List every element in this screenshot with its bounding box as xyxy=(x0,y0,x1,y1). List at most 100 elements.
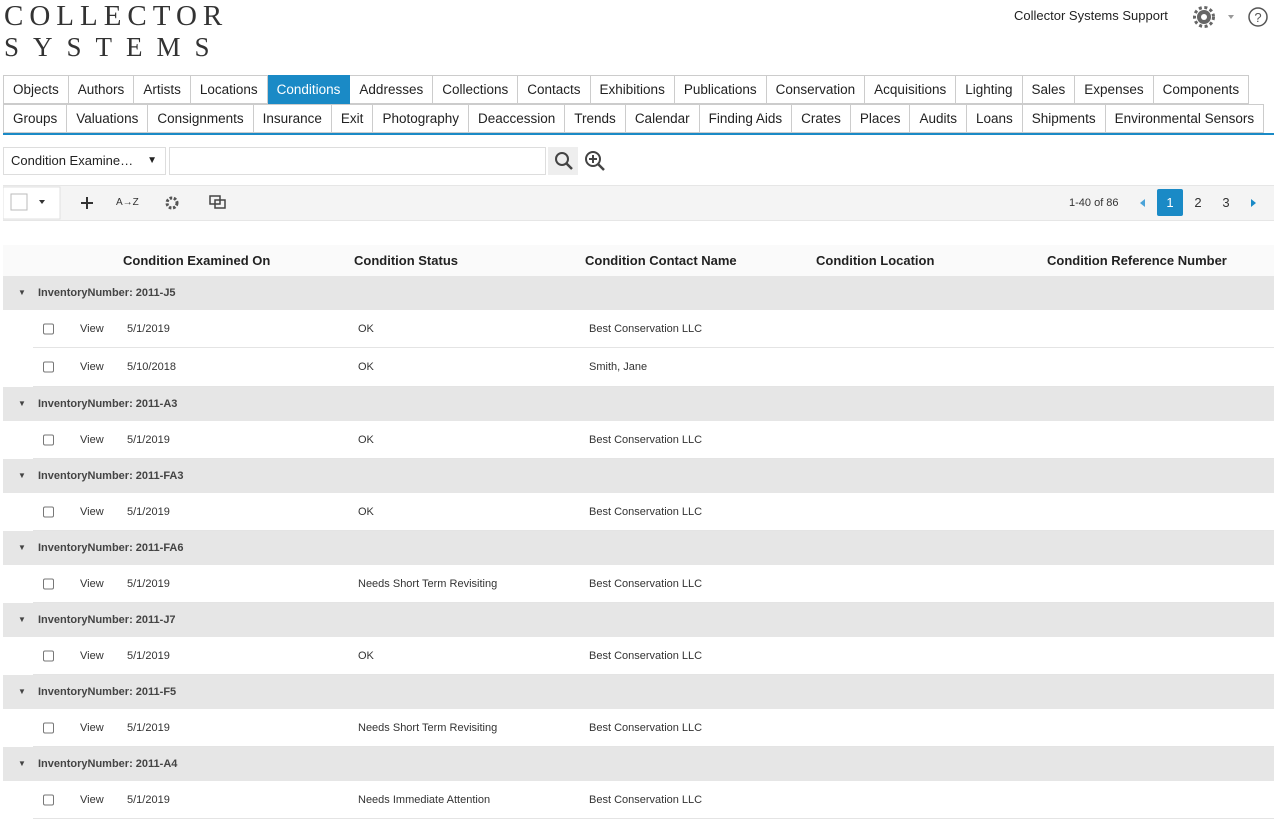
view-link[interactable]: View xyxy=(80,793,104,806)
tab[interactable]: Groups xyxy=(3,104,68,133)
row-checkbox[interactable] xyxy=(43,578,54,589)
header-icons[interactable]: ? xyxy=(1188,4,1278,30)
row-checkbox[interactable] xyxy=(43,361,54,373)
collapse-arrow[interactable]: ▼ xyxy=(18,687,26,696)
collapse-arrow[interactable]: ▼ xyxy=(18,759,26,768)
status: OK xyxy=(358,433,374,446)
status: OK xyxy=(358,361,374,373)
status: Needs Short Term Revisiting xyxy=(358,721,498,734)
page-button[interactable]: 3 xyxy=(1222,195,1230,210)
page-button[interactable]: 1 xyxy=(1157,189,1183,216)
contact-name: Best Conservation LLC xyxy=(589,649,703,662)
page-arrows[interactable] xyxy=(1136,196,1266,210)
group-label: InventoryNumber: 2011-J5 xyxy=(38,287,176,299)
collapse-arrow[interactable]: ▼ xyxy=(18,288,26,297)
examined-on: 5/1/2019 xyxy=(127,322,170,335)
view-link[interactable]: View xyxy=(80,433,104,446)
tab[interactable]: Exhibitions xyxy=(590,75,675,104)
view-link[interactable]: View xyxy=(80,322,104,335)
row-checkbox[interactable] xyxy=(43,722,54,733)
examined-on: 5/1/2019 xyxy=(127,505,170,518)
status: OK xyxy=(358,649,374,662)
examined-on: 5/10/2018 xyxy=(127,361,176,373)
tab[interactable]: Publications xyxy=(674,75,767,104)
tab[interactable]: Insurance xyxy=(253,104,332,133)
tab[interactable]: Places xyxy=(850,104,911,133)
contact-name: Smith, Jane xyxy=(589,361,648,373)
tab[interactable]: Lighting xyxy=(956,75,1023,104)
contact-name: Best Conservation LLC xyxy=(589,721,703,734)
tab[interactable]: Expenses xyxy=(1075,75,1154,104)
collapse-arrow[interactable]: ▼ xyxy=(18,543,26,552)
tab[interactable]: Collections xyxy=(433,75,519,104)
view-link[interactable]: View xyxy=(80,649,104,662)
view-link[interactable]: View xyxy=(80,721,104,734)
tab[interactable]: Authors xyxy=(68,75,135,104)
tab[interactable]: Trends xyxy=(565,104,626,133)
tab[interactable]: Finding Aids xyxy=(699,104,793,133)
tab[interactable]: Addresses xyxy=(350,75,434,104)
tab[interactable]: Environmental Sensors xyxy=(1105,104,1265,133)
tab[interactable]: Shipments xyxy=(1022,104,1106,133)
page-button[interactable]: 2 xyxy=(1194,195,1202,210)
view-link[interactable]: View xyxy=(80,361,104,373)
column-header[interactable]: Condition Contact Name xyxy=(585,253,737,268)
group-row[interactable]: ▼ InventoryNumber: 2011-J5 xyxy=(3,276,1274,310)
tab[interactable]: Conditions xyxy=(267,75,351,104)
group-row[interactable]: ▼ InventoryNumber: 2011-F5 xyxy=(3,675,1274,709)
tab[interactable]: Sales xyxy=(1022,75,1076,104)
tab[interactable]: Deaccession xyxy=(469,104,566,133)
column-header[interactable]: Condition Examined On xyxy=(123,253,271,268)
tab[interactable]: Acquisitions xyxy=(865,75,957,104)
row-checkbox[interactable] xyxy=(43,434,54,445)
tab[interactable]: Artists xyxy=(134,75,191,104)
tab[interactable]: Locations xyxy=(190,75,268,104)
tab[interactable]: Objects xyxy=(3,75,69,104)
group-row[interactable]: ▼ InventoryNumber: 2011-A4 xyxy=(3,747,1274,781)
contact-name: Best Conservation LLC xyxy=(589,505,703,518)
column-header[interactable]: Condition Location xyxy=(816,253,935,268)
group-row[interactable]: ▼ InventoryNumber: 2011-J7 xyxy=(3,603,1274,637)
tab[interactable]: Photography xyxy=(373,104,469,133)
row-checkbox[interactable] xyxy=(43,794,54,805)
tab[interactable]: Valuations xyxy=(67,104,149,133)
logo-line2: SYSTEMS xyxy=(4,32,224,62)
tab[interactable]: Contacts xyxy=(518,75,591,104)
tab-row: Objects Authors Artists Locations Conditions… xyxy=(3,75,1250,104)
view-link[interactable]: View xyxy=(80,505,104,518)
sort-button[interactable]: A→Z xyxy=(116,197,139,208)
status: OK xyxy=(358,322,374,335)
group-row[interactable]: ▼ InventoryNumber: 2011-FA3 xyxy=(3,459,1274,493)
collapse-arrow[interactable]: ▼ xyxy=(18,399,26,408)
tab[interactable]: Exit xyxy=(331,104,374,133)
data-row: View 5/1/2019 Needs Short Term Revisiting B… xyxy=(33,565,1274,603)
view-link[interactable]: View xyxy=(80,577,104,590)
tab[interactable]: Loans xyxy=(966,104,1023,133)
column-header[interactable]: Condition Status xyxy=(354,253,458,268)
collapse-arrow[interactable]: ▼ xyxy=(18,615,26,624)
svg-text:?: ? xyxy=(1254,10,1261,25)
user-menu[interactable]: Collector Systems Support xyxy=(1014,8,1168,23)
collapse-arrow[interactable]: ▼ xyxy=(18,471,26,480)
status: OK xyxy=(358,505,374,518)
search-buttons[interactable] xyxy=(548,147,612,175)
status: Needs Short Term Revisiting xyxy=(358,577,498,590)
tab[interactable]: Calendar xyxy=(625,104,700,133)
row-checkbox[interactable] xyxy=(43,650,54,661)
group-row[interactable]: ▼ InventoryNumber: 2011-FA6 xyxy=(3,531,1274,565)
toolbar-icons[interactable] xyxy=(3,185,663,221)
tab[interactable]: Consignments xyxy=(148,104,254,133)
search-input[interactable] xyxy=(169,147,546,175)
tab[interactable]: Components xyxy=(1153,75,1250,104)
tab[interactable]: Crates xyxy=(792,104,851,133)
contact-name: Best Conservation LLC xyxy=(589,793,703,806)
tab[interactable]: Audits xyxy=(910,104,967,133)
column-header[interactable]: Condition Reference Number xyxy=(1047,253,1227,268)
tab[interactable]: Conservation xyxy=(766,75,866,104)
search-field-select[interactable]: Condition Examine… ▼ xyxy=(3,147,166,175)
row-checkbox[interactable] xyxy=(43,323,54,334)
group-label: InventoryNumber: 2011-FA3 xyxy=(38,470,184,482)
group-row[interactable]: ▼ InventoryNumber: 2011-A3 xyxy=(3,387,1274,421)
row-checkbox[interactable] xyxy=(43,506,54,517)
